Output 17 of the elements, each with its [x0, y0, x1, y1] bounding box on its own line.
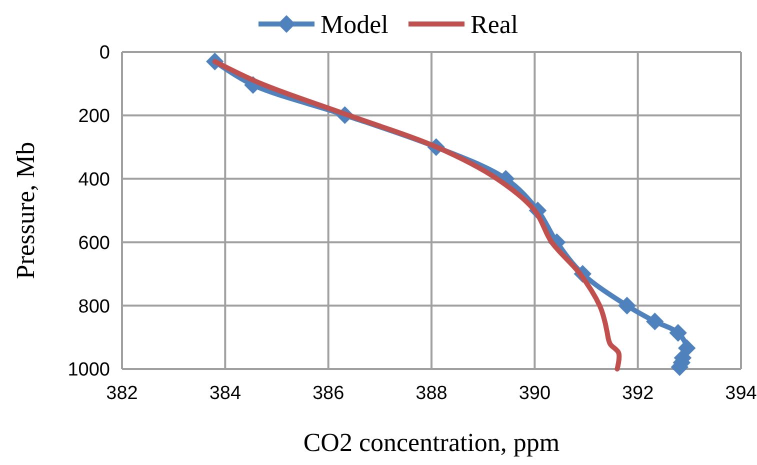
- y-axis-title: Pressure, Mb: [11, 142, 40, 280]
- y-tick-label: 200: [78, 106, 110, 128]
- x-axis-title: CO2 concentration, ppm: [303, 428, 560, 457]
- x-tick-label: 382: [106, 383, 138, 404]
- y-tick-label: 600: [78, 232, 110, 254]
- legend-label: Model: [320, 10, 388, 40]
- y-tick-label: 1000: [68, 360, 110, 381]
- x-tick-label: 388: [416, 383, 448, 404]
- x-tick-label: 392: [622, 383, 654, 404]
- y-tick-label: 800: [78, 296, 110, 318]
- y-tick-label: 400: [78, 169, 110, 190]
- x-tick-label: 394: [725, 383, 757, 404]
- x-tick-label: 390: [518, 383, 551, 404]
- x-tick-label: 384: [209, 383, 242, 404]
- legend-label: Real: [470, 10, 518, 40]
- y-tick-label: 0: [99, 42, 110, 64]
- x-tick-label: 386: [312, 383, 344, 404]
